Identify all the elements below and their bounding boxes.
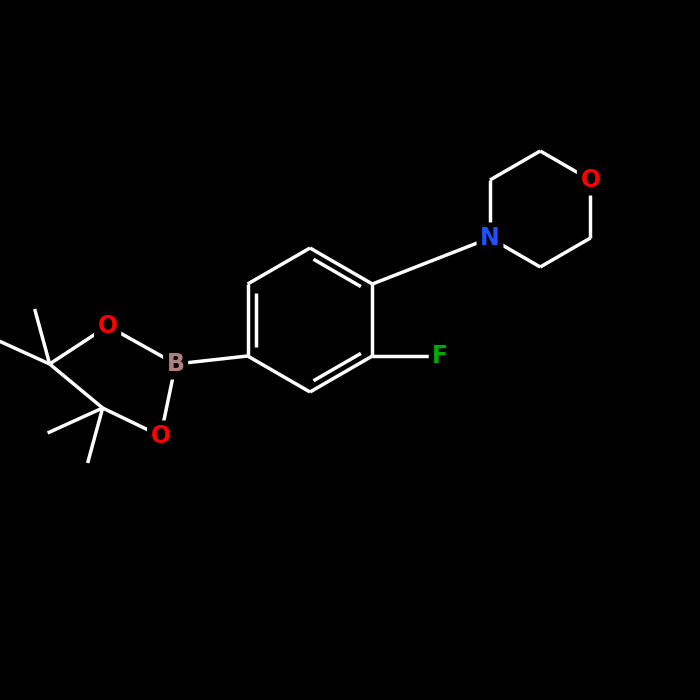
Text: O: O	[97, 314, 118, 338]
Text: F: F	[433, 344, 449, 368]
Text: O: O	[150, 424, 171, 448]
Text: O: O	[580, 168, 601, 192]
Text: B: B	[167, 352, 185, 376]
Text: N: N	[480, 226, 500, 250]
